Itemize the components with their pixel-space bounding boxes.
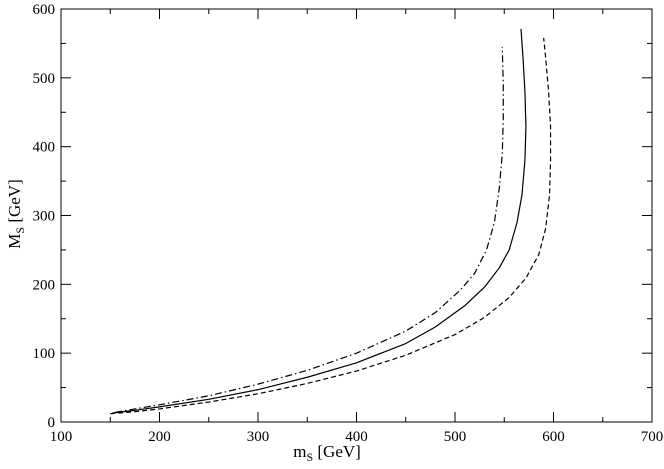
y-tick-label: 300	[33, 209, 56, 225]
y-tick-label: 600	[33, 2, 56, 18]
axis-ticks	[60, 8, 653, 423]
y-tick-label: 100	[33, 346, 56, 362]
series-group	[110, 28, 552, 415]
x-tick-label: 600	[542, 429, 565, 445]
series-line-solid	[112, 28, 527, 414]
series-line-dashed	[110, 37, 552, 415]
series-line-dashdot	[115, 46, 504, 413]
x-tick-label: 700	[641, 429, 664, 445]
x-tick-label: 400	[345, 429, 368, 445]
plot-frame	[60, 8, 653, 423]
y-tick-label: 500	[33, 71, 56, 87]
y-tick-label: 200	[33, 277, 56, 293]
y-axis-title: MS [GeV]	[5, 179, 27, 248]
x-tick-label: 500	[444, 429, 467, 445]
x-tick-label: 200	[148, 429, 171, 445]
y-tick-label: 400	[33, 140, 56, 156]
x-tick-label: 300	[247, 429, 270, 445]
y-tick-label: 0	[48, 415, 56, 431]
x-axis-title: mS [GeV]	[293, 442, 361, 464]
x-tick-label: 100	[50, 429, 73, 445]
